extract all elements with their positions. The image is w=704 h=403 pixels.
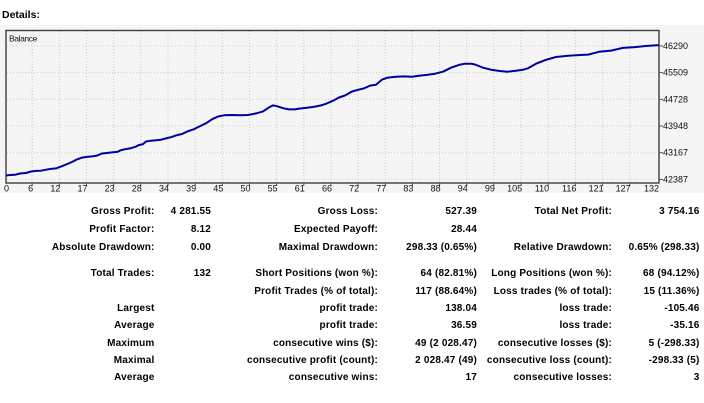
svg-text:132: 132 <box>644 184 659 194</box>
svg-text:17: 17 <box>77 184 87 194</box>
svg-text:0: 0 <box>4 184 9 194</box>
svg-text:94: 94 <box>458 184 468 194</box>
svg-text:110: 110 <box>535 184 549 194</box>
svg-text:127: 127 <box>616 184 631 194</box>
svg-text:83: 83 <box>403 184 413 194</box>
svg-text:46290: 46290 <box>663 41 688 51</box>
svg-text:88: 88 <box>431 184 441 194</box>
svg-text:23: 23 <box>105 184 115 194</box>
svg-text:77: 77 <box>376 184 386 194</box>
svg-text:Balance: Balance <box>9 34 38 44</box>
svg-text:12: 12 <box>50 184 60 194</box>
svg-text:55: 55 <box>268 184 278 194</box>
svg-text:34: 34 <box>159 184 169 194</box>
svg-text:105: 105 <box>507 184 522 194</box>
svg-text:121: 121 <box>589 184 604 194</box>
svg-text:6: 6 <box>28 184 33 194</box>
svg-text:42387: 42387 <box>663 174 688 184</box>
svg-text:99: 99 <box>485 184 495 194</box>
svg-text:43167: 43167 <box>663 148 688 158</box>
svg-text:44728: 44728 <box>663 94 688 104</box>
svg-text:43948: 43948 <box>663 121 688 131</box>
svg-text:45509: 45509 <box>663 68 688 78</box>
svg-text:45: 45 <box>213 184 223 194</box>
svg-text:61: 61 <box>295 184 305 194</box>
svg-text:66: 66 <box>322 184 332 194</box>
svg-text:72: 72 <box>349 184 359 194</box>
svg-text:50: 50 <box>240 184 250 194</box>
svg-text:39: 39 <box>186 184 196 194</box>
svg-text:116: 116 <box>562 184 576 194</box>
svg-text:28: 28 <box>132 184 142 194</box>
